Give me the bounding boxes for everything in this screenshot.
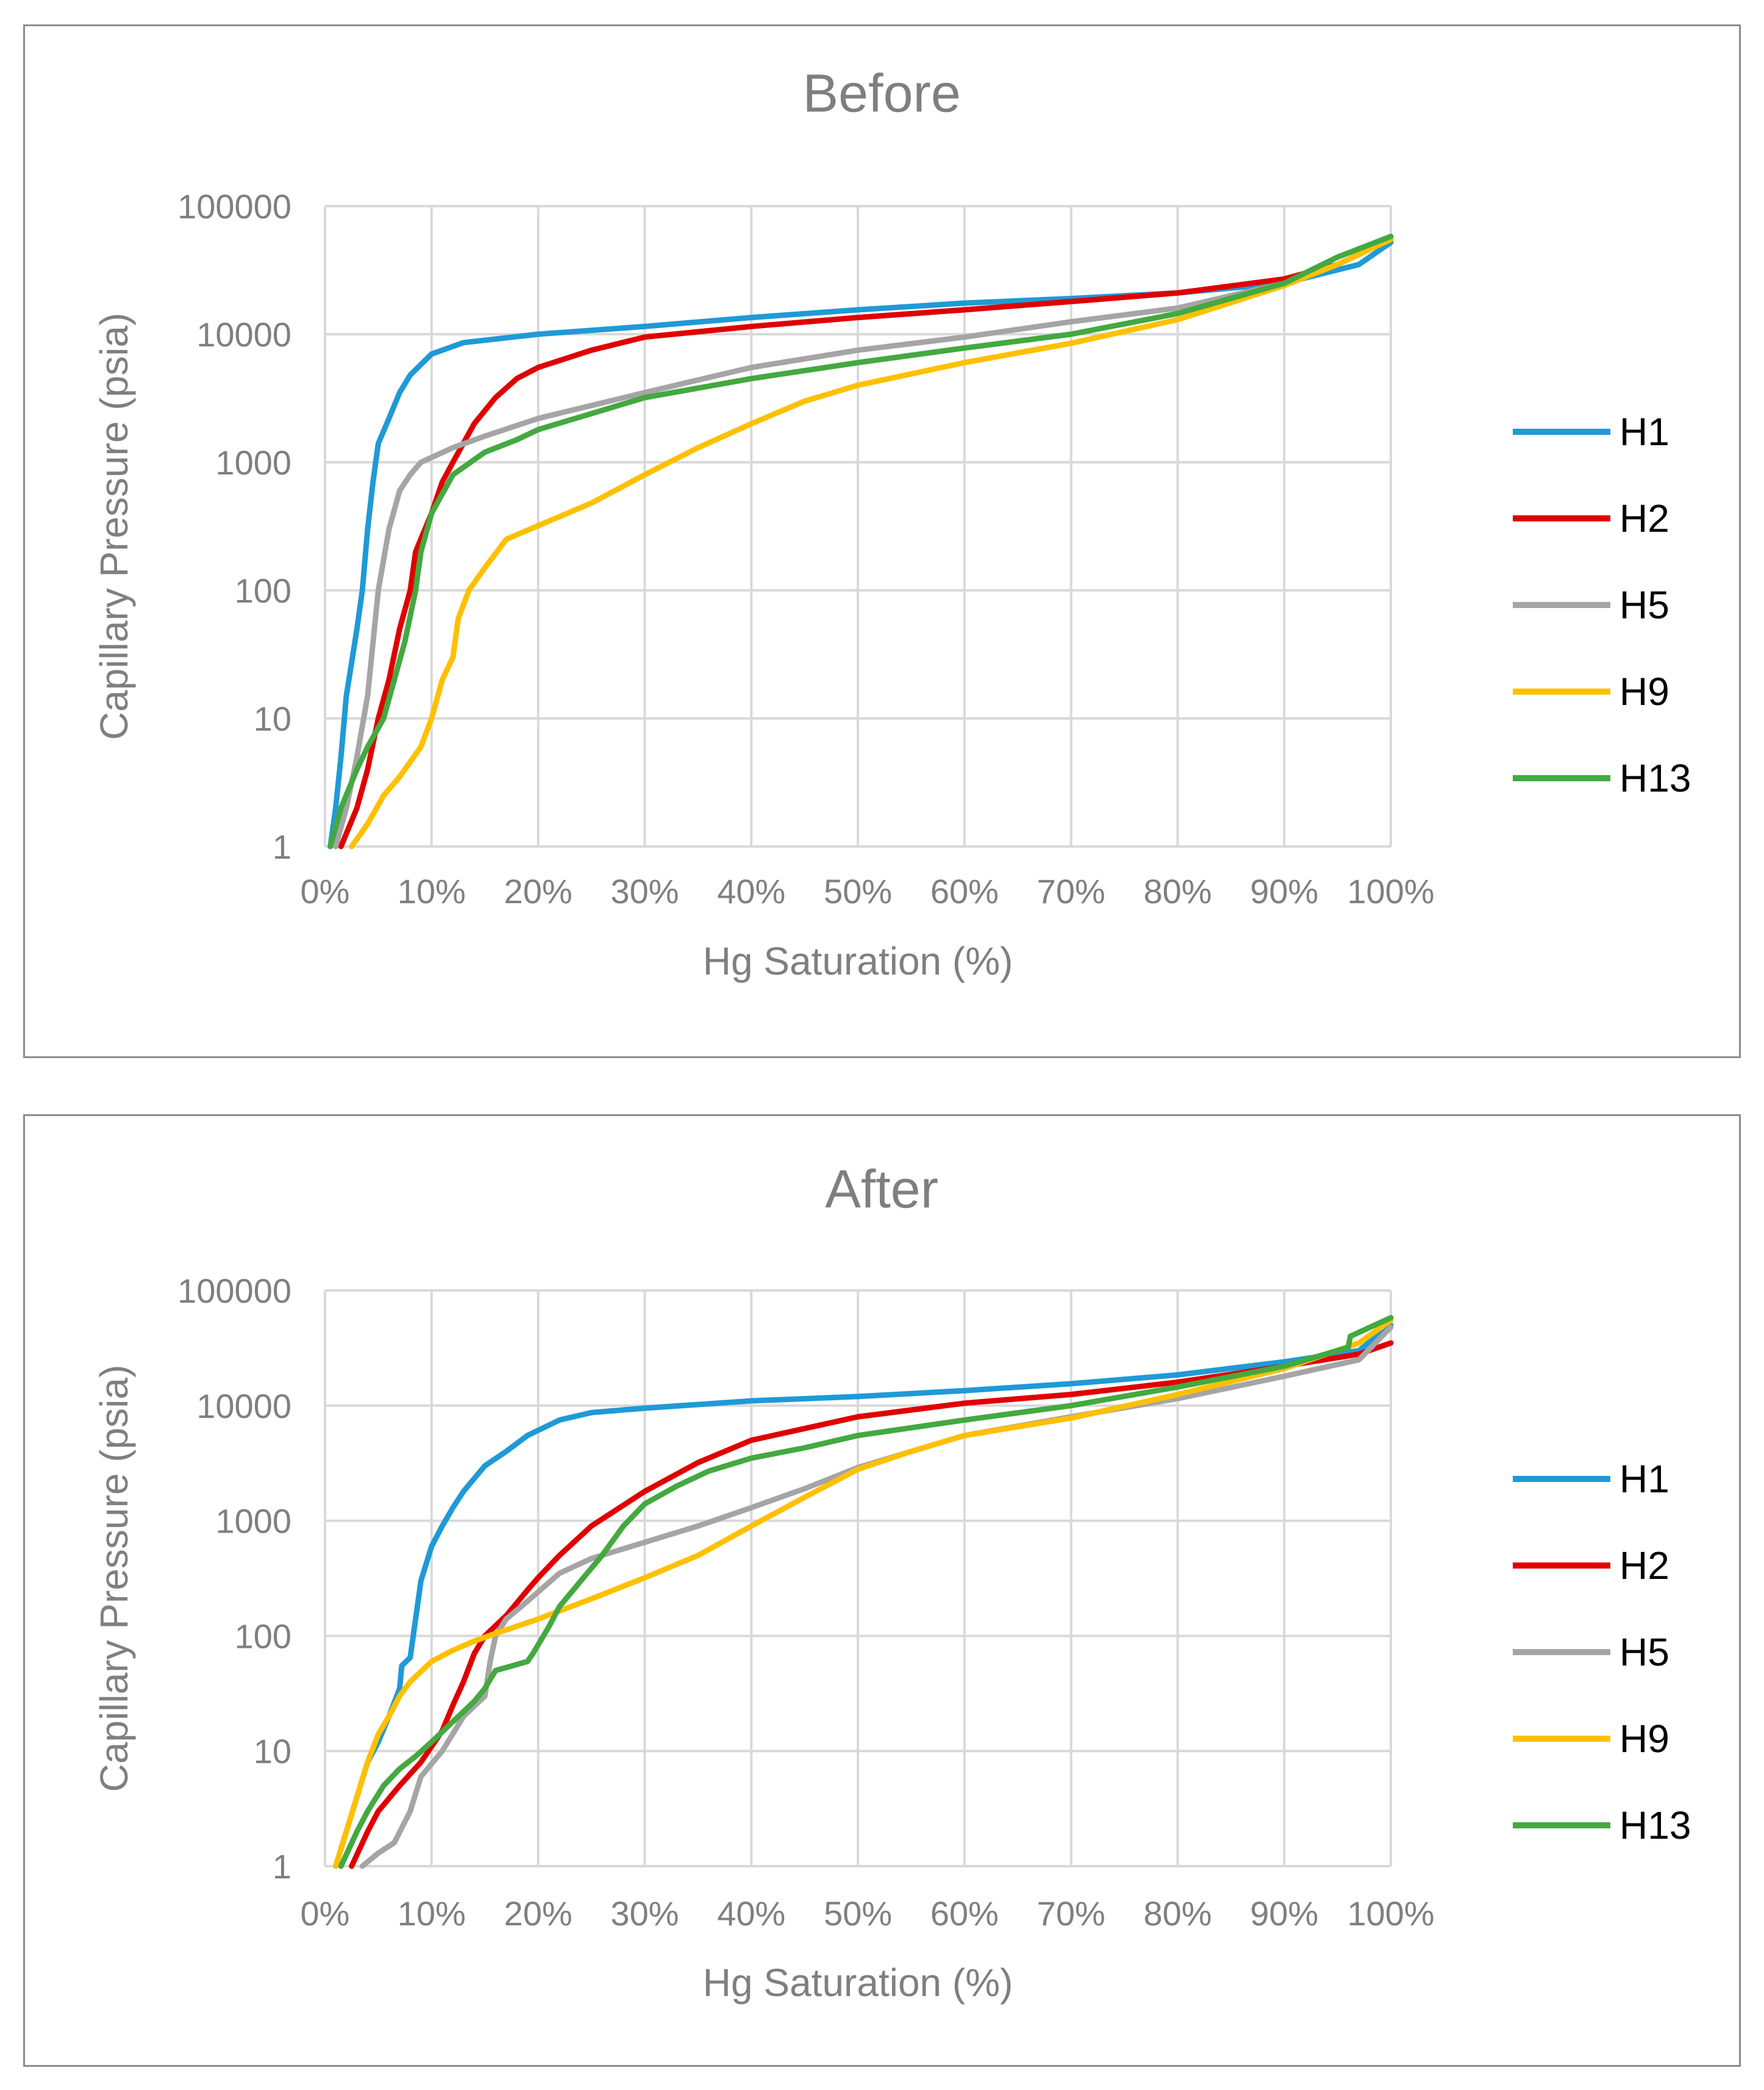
x-tick-label: 80% (1143, 1894, 1212, 1933)
y-tick-label: 1 (273, 1847, 291, 1886)
y-tick-label: 100 (235, 1617, 291, 1655)
y-axis-label: Capillary Pressure (psia) (92, 313, 136, 740)
chart-title: Before (802, 63, 960, 123)
y-axis-label: Capillary Pressure (psia) (92, 1365, 136, 1792)
y-tick-label: 10000 (196, 1387, 291, 1425)
x-axis-label: Hg Saturation (%) (703, 939, 1013, 983)
x-tick-label: 90% (1250, 1894, 1318, 1933)
y-tick-label: 1 (273, 828, 291, 866)
legend-label-h9: H9 (1619, 670, 1669, 714)
x-tick-label: 20% (504, 1894, 573, 1933)
y-tick-label: 10 (254, 700, 291, 738)
legend-label-h1: H1 (1619, 410, 1669, 454)
legend-label-h5: H5 (1619, 1630, 1669, 1674)
x-tick-label: 20% (504, 872, 573, 911)
y-tick-label: 1000 (215, 443, 291, 482)
x-tick-label: 10% (398, 1894, 466, 1933)
x-tick-label: 30% (610, 1894, 679, 1933)
y-tick-label: 100 (235, 571, 291, 610)
series-line-h2 (349, 1340, 1394, 1869)
x-tick-label: 100% (1347, 872, 1434, 911)
x-tick-label: 30% (610, 872, 679, 911)
y-tick-label: 100000 (177, 1272, 291, 1310)
legend-label-h2: H2 (1619, 496, 1669, 540)
series-line-h5 (359, 1324, 1394, 1869)
chart-after: After 1 10 100 1000 10000 100000 0% 10% 20% 30% 40%… (92, 1159, 1691, 2005)
x-tick-label: 70% (1037, 872, 1105, 911)
chart-before: Before 1 10 100 1000 10000 100000 0% 10% 20% 30% 40… (92, 63, 1691, 983)
legend-label-h2: H2 (1619, 1544, 1669, 1587)
series-line-h9 (333, 1317, 1394, 1869)
legend-label-h9: H9 (1619, 1717, 1669, 1761)
legend-label-h13: H13 (1619, 1803, 1691, 1847)
y-tick-label: 10 (254, 1732, 291, 1770)
x-tick-label: 0% (301, 1894, 350, 1933)
x-axis-label: Hg Saturation (%) (703, 1961, 1013, 2005)
legend-label-h13: H13 (1619, 756, 1691, 800)
y-tick-label: 1000 (215, 1502, 291, 1541)
x-tick-label: 70% (1037, 1894, 1105, 1933)
x-tick-label: 50% (824, 872, 892, 911)
chart-title: After (825, 1159, 938, 1219)
x-tick-label: 40% (717, 1894, 785, 1933)
series-line-h13 (327, 234, 1394, 850)
x-tick-label: 50% (824, 1894, 892, 1933)
x-tick-label: 100% (1347, 1894, 1434, 1933)
chart-panel-before: Before 1 10 100 1000 10000 100000 0% 10% 20% 30% 40… (23, 24, 1741, 1058)
x-tick-label: 60% (930, 872, 999, 911)
y-tick-label: 10000 (196, 315, 291, 354)
series-line-h9 (349, 237, 1394, 850)
x-tick-label: 40% (717, 872, 785, 911)
chart-panel-after: After 1 10 100 1000 10000 100000 0% 10% 20% 30% 40%… (23, 1114, 1741, 2067)
series-line-h5 (333, 237, 1394, 850)
x-tick-label: 90% (1250, 872, 1318, 911)
y-tick-label: 100000 (177, 187, 291, 226)
x-tick-label: 60% (930, 1894, 999, 1933)
x-tick-label: 10% (398, 872, 466, 911)
x-tick-label: 80% (1143, 872, 1212, 911)
series-line-h2 (338, 237, 1394, 850)
x-tick-label: 0% (301, 872, 350, 911)
legend-label-h1: H1 (1619, 1457, 1669, 1501)
legend-label-h5: H5 (1619, 583, 1669, 627)
series-line-h13 (338, 1315, 1394, 1869)
